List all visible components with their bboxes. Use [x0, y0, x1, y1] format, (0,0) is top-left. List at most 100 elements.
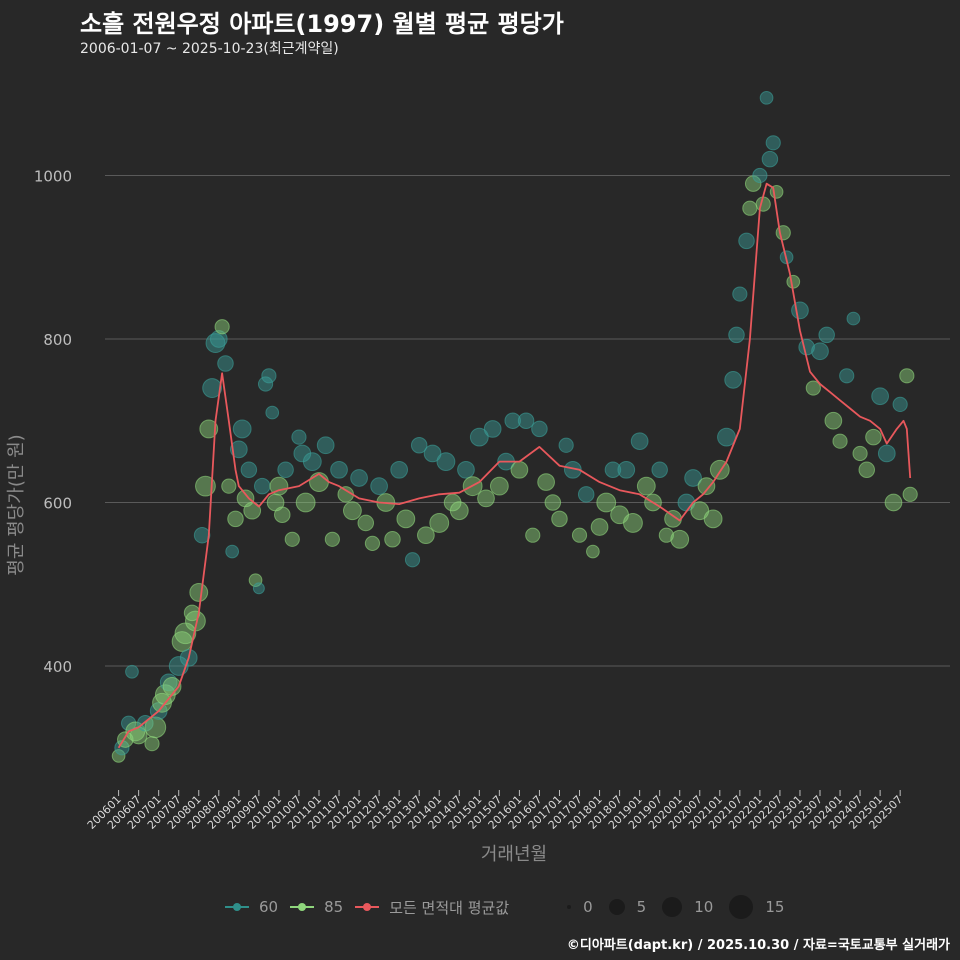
data-point-85: [636, 476, 656, 496]
data-point-85: [214, 319, 230, 335]
data-point-60: [390, 460, 409, 479]
data-point-85: [865, 428, 882, 446]
y-tick-label: 1000: [34, 168, 72, 186]
data-point-60: [209, 330, 228, 348]
data-point-60: [457, 460, 475, 479]
legend-key-85-icon: [290, 901, 315, 913]
data-point-60: [846, 311, 861, 326]
data-point-85: [805, 380, 821, 396]
data-point-60: [765, 135, 781, 151]
data-point-60: [651, 461, 668, 479]
data-point-60: [871, 387, 889, 406]
data-point-60: [761, 150, 779, 168]
y-tick-label: 800: [43, 331, 72, 349]
data-point-85: [586, 544, 600, 559]
data-point-85: [357, 514, 375, 532]
data-point-85: [449, 501, 469, 521]
size-label-10: 10: [694, 898, 714, 916]
data-point-85: [489, 476, 509, 496]
data-point-60: [738, 232, 755, 250]
data-point-60: [193, 526, 211, 544]
data-point-60: [732, 286, 748, 302]
data-point-85: [703, 509, 723, 529]
data-point-60: [728, 326, 745, 344]
data-point-60: [892, 396, 908, 412]
data-point-60: [350, 469, 368, 487]
legend-item-60: 60: [225, 898, 278, 916]
data-point-85: [858, 461, 876, 479]
data-point-85: [189, 583, 209, 602]
data-point-60: [839, 368, 855, 384]
data-point-60: [752, 167, 768, 184]
data-point-60: [483, 420, 502, 438]
data-point-85: [824, 411, 843, 430]
data-point-60: [252, 582, 265, 595]
data-point-85: [284, 531, 300, 547]
data-point-85: [525, 527, 541, 543]
data-point-60: [232, 419, 252, 439]
data-point-60: [330, 460, 348, 479]
data-point-85: [273, 506, 291, 524]
legend-key-60-icon: [225, 901, 249, 913]
data-point-60: [469, 427, 489, 447]
data-point-85: [670, 529, 690, 549]
data-point-85: [658, 527, 674, 543]
data-point-60: [811, 342, 829, 361]
data-point-60: [717, 427, 736, 447]
data-point-60: [225, 544, 240, 559]
data-point-85: [243, 501, 262, 520]
data-point-85: [477, 489, 495, 508]
data-point-60: [877, 444, 896, 463]
y-tick-label: 600: [43, 495, 72, 513]
data-point-85: [384, 531, 401, 548]
data-point-60: [630, 432, 649, 451]
data-point-60: [577, 486, 595, 503]
data-point-60: [217, 355, 234, 372]
data-point-85: [697, 477, 716, 496]
data-point-85: [396, 509, 416, 529]
data-point-60: [277, 461, 294, 479]
data-point-85: [324, 531, 340, 547]
size-10-icon: [662, 897, 683, 917]
data-point-60: [291, 429, 307, 445]
data-point-60: [253, 477, 271, 495]
data-point-85: [596, 492, 617, 513]
data-point-85: [899, 368, 915, 384]
legend-label-85: 85: [324, 898, 344, 916]
data-point-60: [410, 437, 428, 454]
data-point-85: [227, 510, 244, 528]
data-point-85: [364, 535, 381, 551]
data-point-60: [558, 437, 574, 453]
legend-key-mean-icon: [355, 901, 380, 913]
data-point-85: [295, 492, 316, 513]
data-point-85: [183, 604, 201, 622]
data-point-60: [257, 376, 274, 392]
data-point-60: [818, 326, 835, 344]
data-point-60: [791, 301, 809, 320]
size-label-5: 5: [636, 898, 647, 916]
data-point-85: [902, 486, 918, 502]
data-point-85: [199, 419, 219, 439]
data-point-60: [504, 412, 521, 430]
data-point-85: [510, 460, 529, 479]
data-point-60: [759, 90, 774, 105]
data-point-85: [269, 476, 289, 496]
data-point-85: [742, 200, 758, 216]
data-point-85: [832, 433, 848, 449]
data-point-85: [544, 494, 562, 511]
y-tick-label: 400: [43, 658, 72, 676]
data-point-60: [404, 552, 421, 568]
data-point-60: [202, 378, 223, 398]
data-point-85: [309, 472, 329, 492]
data-point-85: [342, 501, 362, 521]
data-point-60: [302, 452, 322, 472]
data-point-60: [240, 461, 258, 479]
size-label-0: 0: [583, 898, 593, 916]
data-point-85: [590, 518, 609, 536]
data-point-60: [293, 444, 312, 463]
data-point-85: [111, 749, 126, 763]
legend-item-mean: 모든 면적대 평균값: [355, 897, 509, 918]
legend-label-60: 60: [259, 898, 279, 916]
data-point-60: [261, 368, 277, 384]
